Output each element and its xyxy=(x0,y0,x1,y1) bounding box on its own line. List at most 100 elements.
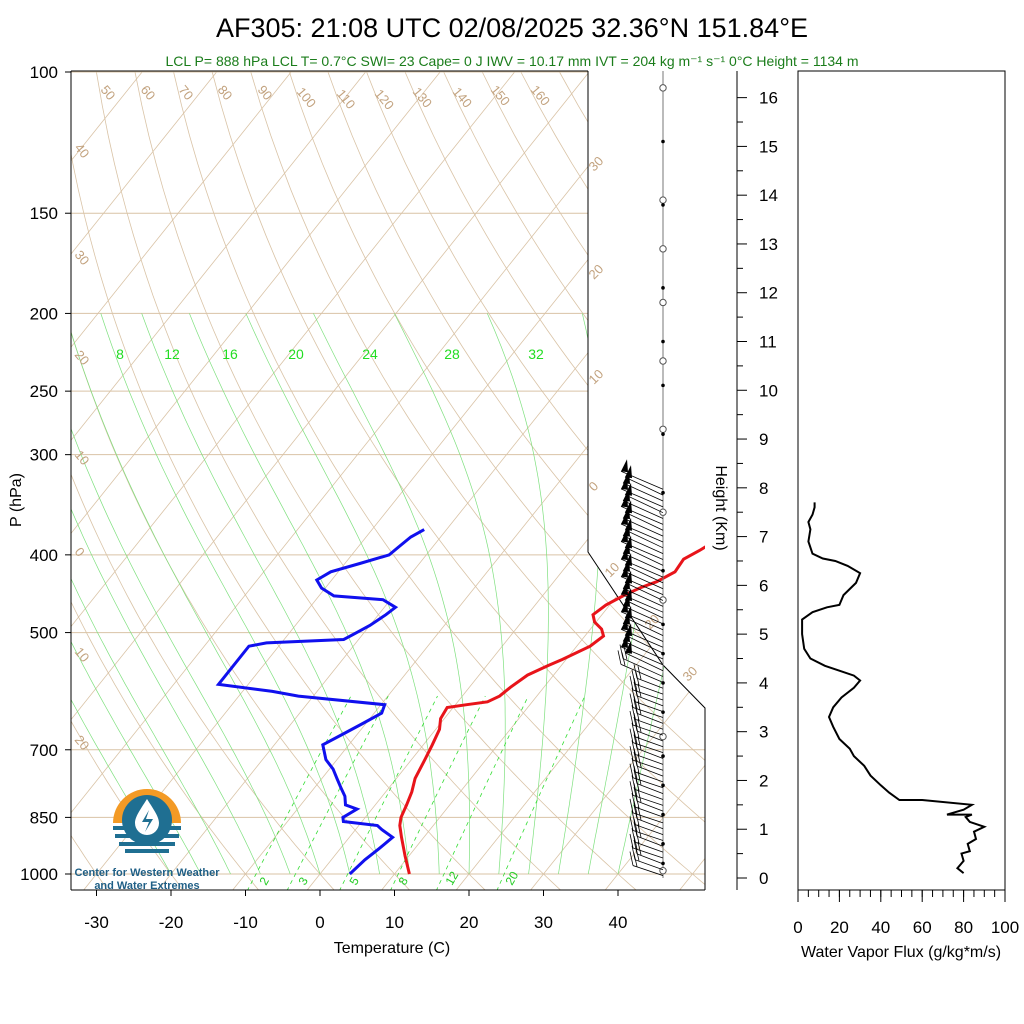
wind-barb-feather xyxy=(629,693,634,708)
calm-circle-icon xyxy=(659,508,667,516)
wind-barb-feather xyxy=(633,734,638,749)
height-tick-label: 4 xyxy=(759,674,768,693)
wind-barb-staff xyxy=(634,841,664,853)
mixing-ratio-line xyxy=(247,695,352,890)
mixing-ratio-line xyxy=(390,695,486,890)
wind-barb-staff xyxy=(624,547,664,566)
wind-barb-feather xyxy=(629,833,634,849)
wind-barb-feather xyxy=(633,751,638,767)
logo-line-1: Center for Western Weather xyxy=(74,867,220,879)
mixing-ratio-label: 32 xyxy=(528,346,544,362)
wind-barb-staff xyxy=(632,847,664,859)
flux-x-tick-label: 80 xyxy=(954,918,973,937)
wind-barb-staff xyxy=(636,677,664,689)
barb-dot-icon xyxy=(661,286,665,290)
calm-circle-icon xyxy=(659,245,667,253)
wind-barb-feather xyxy=(633,664,638,679)
wind-barb-feather xyxy=(631,670,636,685)
wind-barb-feather xyxy=(637,806,642,820)
y-tick-label: 400 xyxy=(30,546,58,565)
moist-adiabat xyxy=(71,427,291,875)
y-tick-label: 850 xyxy=(30,808,58,827)
isotherm xyxy=(71,71,590,721)
calm-circle-icon xyxy=(659,425,667,433)
flux-x-axis-label: Water Vapor Flux (g/kg*m/s) xyxy=(801,944,1001,961)
dry-adiabat xyxy=(481,71,705,407)
flux-x-tick-label: 100 xyxy=(991,918,1019,937)
wind-barb-staff xyxy=(620,488,664,508)
moist-adiabat xyxy=(189,313,410,875)
calm-circle-icon xyxy=(659,196,667,204)
height-tick-label: 6 xyxy=(759,576,768,595)
isotherm xyxy=(71,71,217,255)
mixing-ratio-line xyxy=(436,695,529,890)
moist-adiabat xyxy=(100,313,351,875)
isotherm xyxy=(71,71,664,814)
moist-adiabat xyxy=(313,313,470,875)
wind-barb-staff xyxy=(624,529,664,549)
mixing-ratio-label: 28 xyxy=(444,346,460,362)
moist-adiabat xyxy=(141,313,380,875)
dry-adiabat-label: 130 xyxy=(410,84,435,110)
mixing-ratio-label: 20 xyxy=(288,346,304,362)
wind-barb-staff xyxy=(624,617,664,636)
flux-axes: 0 20 40 60 80 100 xyxy=(793,890,1019,937)
wind-barb-staff xyxy=(634,806,664,818)
barb-dot-icon xyxy=(661,783,665,788)
wind-barb-staff xyxy=(622,500,664,519)
wind-barb-staff xyxy=(620,646,664,666)
temperature-profile xyxy=(398,545,705,875)
wind-barb-feather xyxy=(637,753,642,768)
barb-dot-icon xyxy=(661,432,665,436)
moist-adiabat xyxy=(71,508,261,875)
barb-dot-icon xyxy=(661,490,665,495)
moist-adiabat xyxy=(71,577,231,875)
moist-adiabat xyxy=(393,313,506,875)
dry-adiabat-label: 120 xyxy=(372,86,397,112)
y-tick-label: 1000 xyxy=(20,865,58,884)
wind-barb-staff xyxy=(620,628,664,648)
moist-adiabat xyxy=(71,640,202,875)
dry-adiabat-label: 110 xyxy=(334,86,359,112)
height-tick-label: 14 xyxy=(759,186,778,205)
wind-barb-feather xyxy=(633,804,638,819)
height-tick-label: 10 xyxy=(759,381,778,400)
side-adiabat-label: 0 xyxy=(72,544,88,559)
side-adiabat-label: 10 xyxy=(72,447,93,468)
wind-barb-feather xyxy=(629,763,634,778)
wind-barb-feather xyxy=(631,740,636,755)
isotherm xyxy=(679,857,705,890)
dry-adiabat-label: 90 xyxy=(255,82,276,103)
isotherm xyxy=(71,71,515,628)
chart-subtitle: LCL P= 888 hPa LCL T= 0.7°C SWI= 23 Cape… xyxy=(166,53,859,69)
chart-title: AF305: 21:08 UTC 02/08/2025 32.36°N 151.… xyxy=(216,13,808,43)
cw3e-logo: Center for Western Weather and Water Ext… xyxy=(74,789,220,892)
wind-barb-staff xyxy=(636,783,664,794)
wind-barb-staff xyxy=(622,517,664,537)
dry-adiabat-label: 100 xyxy=(294,84,319,110)
wind-barb-staff xyxy=(620,506,664,525)
wind-barb-staff xyxy=(632,707,664,718)
wind-barb-feather xyxy=(629,798,634,813)
flux-profile xyxy=(801,502,987,874)
wind-barb-staff xyxy=(634,824,664,835)
barb-dot-icon xyxy=(661,339,665,344)
wind-barb-staff xyxy=(620,523,664,543)
isotherm xyxy=(455,578,705,890)
dry-adiabat xyxy=(327,71,705,641)
side-adiabat-label: 10 xyxy=(72,644,93,665)
moist-adiabat xyxy=(486,313,549,875)
wind-barb-feather xyxy=(631,828,636,843)
wind-barb-staff xyxy=(632,724,664,736)
wind-barb-flag-icon xyxy=(621,459,628,473)
moist-adiabat xyxy=(71,331,321,875)
barb-dot-icon xyxy=(661,203,665,207)
wind-barb-feather xyxy=(629,851,634,866)
mixing-ratio-label: 8 xyxy=(116,346,124,362)
y-tick-label: 300 xyxy=(30,446,58,465)
wind-barb-staff xyxy=(620,541,664,560)
mixing-ratio-label: 16 xyxy=(222,346,238,362)
wind-barb-staff xyxy=(632,830,664,841)
height-tick-label: 16 xyxy=(759,89,778,108)
wind-barb-feather xyxy=(631,757,636,773)
